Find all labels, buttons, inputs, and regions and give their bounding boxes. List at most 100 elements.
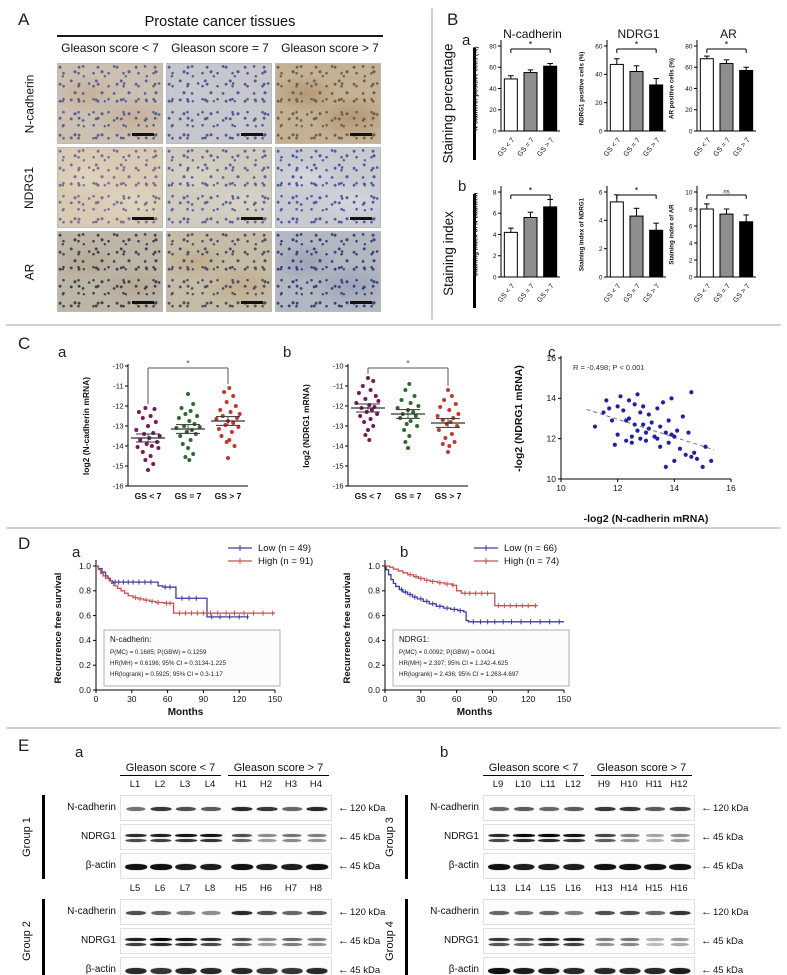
lane-labels: L5 L6 L7 L8 H5 H6 H7 H8 — [120, 883, 332, 896]
blot-band — [538, 968, 560, 974]
svg-text:-12: -12 — [333, 402, 344, 411]
axis-bar — [473, 194, 476, 308]
svg-text:150: 150 — [557, 694, 571, 704]
lane-label: L10 — [515, 779, 531, 790]
svg-text:GS = 7: GS = 7 — [623, 137, 643, 158]
svg-text:NDRG1 positive cells (%): NDRG1 positive cells (%) — [579, 52, 586, 126]
svg-text:Low (n = 49): Low (n = 49) — [258, 543, 311, 554]
svg-text:60: 60 — [685, 65, 693, 72]
svg-text:AR: AR — [720, 27, 737, 41]
svg-text:2: 2 — [493, 253, 497, 260]
scale-bar — [350, 217, 372, 220]
blot-band — [669, 864, 691, 870]
blot-band — [282, 833, 302, 837]
km-chart-ndrg1: 0.0 0.2 0.4 0.6 0.8 1.0 0 30 60 90 120 150 Months Rec… — [339, 540, 669, 727]
lane-label: L16 — [565, 883, 581, 894]
ihc-image — [166, 231, 272, 312]
scale-bar — [241, 133, 263, 136]
molecular-weight-label: ←120 kDa — [701, 906, 749, 918]
lane-label: L2 — [154, 779, 166, 790]
ihc-image — [275, 63, 381, 144]
blot-band — [644, 864, 666, 870]
svg-text:-10: -10 — [333, 362, 344, 371]
svg-text:8: 8 — [689, 206, 693, 213]
blot-band — [619, 968, 641, 974]
svg-text:P(MC) = 0.1685; P(GBW) = 0.125: P(MC) = 0.1685; P(GBW) = 0.1259 — [110, 649, 207, 656]
svg-text:N-cadherin positive cells (%): N-cadherin positive cells (%) — [473, 46, 480, 130]
svg-text:14: 14 — [670, 483, 680, 493]
group-label: Group 2 — [21, 921, 33, 961]
blot-band — [594, 833, 616, 837]
blot-band — [125, 937, 147, 941]
blot-band — [489, 910, 509, 915]
blot-band — [231, 864, 253, 870]
lane-label: L6 — [154, 883, 166, 894]
svg-text:GS > 7: GS > 7 — [435, 491, 462, 501]
lane-labels: L9 L10 L11 L12 H9 H10 H11 H12 — [483, 779, 695, 792]
lane-label: L11 — [540, 779, 556, 790]
blot-headers: Gleason score < 7 Gleason score > 7 — [120, 762, 332, 776]
svg-text:0.4: 0.4 — [368, 635, 380, 645]
lane-label: H15 — [645, 883, 663, 894]
blot-band — [538, 833, 560, 837]
svg-text:0: 0 — [599, 128, 603, 135]
blot-band — [125, 942, 147, 946]
svg-text:HR(logrank) = 0.5925; 95% CI =: HR(logrank) = 0.5925; 95% CI = 0.3-1.17 — [110, 671, 223, 678]
blot-band — [200, 864, 222, 870]
blot-band — [538, 942, 560, 946]
panel-b: B a Staining percentage N-cadherin 0 20 40 6… — [440, 6, 787, 324]
panel-d-a-label: a — [72, 544, 81, 561]
svg-text:GS = 7: GS = 7 — [517, 137, 537, 158]
blot-band — [200, 942, 222, 946]
panel-d-label: D — [18, 534, 31, 553]
lane-label: H10 — [620, 779, 638, 790]
gleason-group-header: Gleason score < 7 — [483, 762, 584, 776]
blot-band — [539, 910, 559, 915]
lane-label: L15 — [540, 883, 556, 894]
panel-divider-vertical — [431, 8, 433, 320]
panel-c-c-label: c — [548, 344, 556, 361]
blot-group: Group 2 L5 L6 L7 L8 H5 H6 H7 H8 N-cadherin ←120 kD… — [20, 883, 420, 975]
molecular-weight-label: ←45 kDa — [338, 935, 381, 947]
blot-band — [282, 942, 302, 946]
blot-band — [200, 968, 222, 974]
blot-row-label: NDRG1 — [443, 831, 479, 842]
blot-band — [231, 833, 253, 837]
svg-text:-13: -13 — [113, 422, 124, 431]
kda-arrow-icon: ← — [338, 964, 349, 975]
scatter-chart-ncadherin-mrna: -10 -11 -12 -13 -14 -15 -16 log2 (N-cadherin mR… — [76, 350, 261, 527]
blot-band — [669, 968, 691, 974]
svg-text:Months: Months — [457, 707, 493, 718]
blot-strip — [483, 853, 695, 879]
svg-text:GS < 7: GS < 7 — [135, 491, 162, 501]
panel-c: C a -10 -11 -12 -13 -14 -15 -16 log2 (N-cadheri… — [0, 330, 787, 526]
blot-band — [645, 833, 665, 837]
blot-band — [175, 833, 197, 837]
svg-text:GS < 7: GS < 7 — [355, 491, 382, 501]
svg-text:6: 6 — [689, 223, 693, 230]
axis-title-staining-percentage: Staining percentage — [440, 42, 456, 164]
svg-text:log2 (NDRG1 mRNA): log2 (NDRG1 mRNA) — [301, 384, 311, 468]
svg-text:0: 0 — [383, 694, 388, 704]
lane-label: L9 — [492, 779, 504, 790]
blot-band — [488, 864, 510, 870]
lane-label: H2 — [259, 779, 273, 790]
svg-text:0.6: 0.6 — [79, 610, 91, 620]
panel-b-label: B — [447, 10, 459, 29]
svg-text:-11: -11 — [113, 382, 123, 391]
group-bracket-bar — [405, 795, 408, 879]
svg-text:10: 10 — [685, 189, 693, 196]
lane-label: L5 — [129, 883, 141, 894]
correlation-chart: 10 12 14 16 10 12 14 16 R = -0.498; P < 0.001 -lo… — [509, 348, 739, 531]
western-blot-half-b: Gleason score < 7 Gleason score > 7 Group… — [383, 762, 783, 975]
blot-band — [200, 937, 222, 941]
panel-a-label: A — [18, 10, 30, 29]
lane-label: L3 — [179, 779, 191, 790]
panel-e: E a b Gleason score < 7 Gleason score > 7… — [0, 730, 787, 975]
blot-band — [564, 806, 584, 811]
lane-label: L12 — [565, 779, 581, 790]
blot-row-label: β-actin — [85, 964, 116, 975]
lane-label: L14 — [515, 883, 531, 894]
